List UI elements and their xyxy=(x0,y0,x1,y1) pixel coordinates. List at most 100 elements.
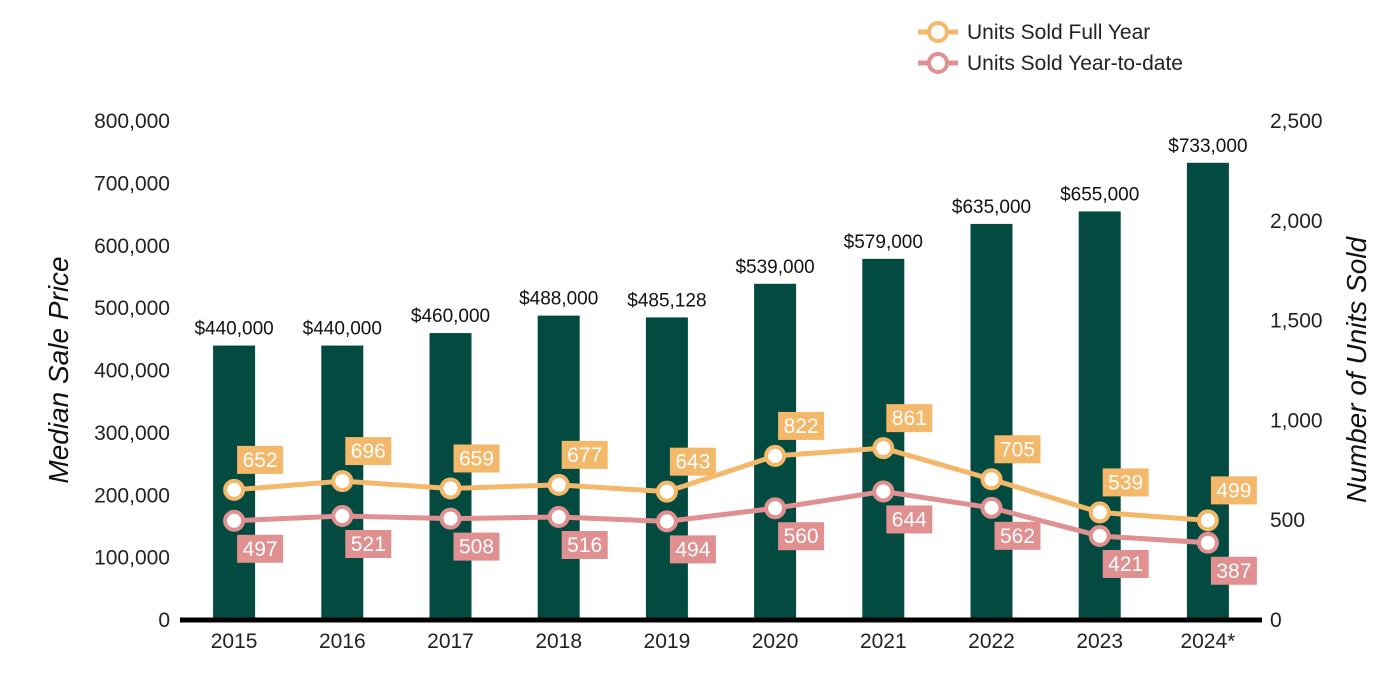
point-value-label: 677 xyxy=(567,444,602,467)
bar xyxy=(970,223,1013,620)
right-axis-title: Number of Units Sold xyxy=(1341,236,1372,504)
right-tick-label: 2,500 xyxy=(1270,110,1323,133)
x-tick-label: 2020 xyxy=(752,630,799,653)
series-line xyxy=(233,445,1209,523)
x-tick-label: 2015 xyxy=(211,630,258,653)
point-label-box xyxy=(669,447,716,476)
right-tick-label: 0 xyxy=(1270,609,1282,632)
left-tick-label: 800,000 xyxy=(94,110,170,133)
series-point xyxy=(1196,531,1219,554)
point-value-label: 516 xyxy=(567,534,602,557)
left-tick-label: 0 xyxy=(158,609,170,632)
x-axis-labels: 2015 2016 2017 2018 2019 2020 2021 2022 2023 2024… xyxy=(211,630,1236,653)
series-point xyxy=(1088,524,1111,547)
series-point xyxy=(980,496,1003,519)
point-label-box xyxy=(886,505,933,534)
point-label-box xyxy=(886,404,933,433)
point-value-label: 494 xyxy=(675,538,710,561)
series-point xyxy=(223,478,246,501)
point-value-label: 387 xyxy=(1216,560,1251,583)
legend-label: Units Sold Year-to-date xyxy=(967,52,1183,75)
point-label-box xyxy=(345,437,392,466)
x-tick-label: 2019 xyxy=(644,630,691,653)
x-tick-label: 2023 xyxy=(1076,630,1123,653)
point-label-box xyxy=(994,521,1041,550)
point-label-box xyxy=(561,531,608,560)
series-line xyxy=(233,488,1209,546)
x-tick-label: 2018 xyxy=(535,630,582,653)
left-tick-label: 200,000 xyxy=(94,484,170,507)
bar-value-label: $655,000 xyxy=(1060,184,1139,205)
point-value-label: 652 xyxy=(243,449,278,472)
point-value-label: 499 xyxy=(1216,479,1251,502)
point-value-label: 497 xyxy=(243,538,278,561)
point-value-label: 861 xyxy=(892,407,927,430)
point-value-label: 562 xyxy=(1000,525,1035,548)
series-point xyxy=(439,477,462,500)
series-point xyxy=(331,505,354,528)
left-tick-label: 600,000 xyxy=(94,235,170,258)
point-label-box xyxy=(778,411,825,440)
bar-value-label: $539,000 xyxy=(735,257,814,278)
point-label-box xyxy=(237,534,284,563)
point-label-box xyxy=(237,445,284,474)
bar-value-label: $460,000 xyxy=(411,306,490,327)
series-point xyxy=(655,480,678,503)
series-point xyxy=(439,507,462,530)
legend-marker xyxy=(927,52,949,74)
right-tick-label: 2,000 xyxy=(1270,210,1323,233)
bar-value-label: $488,000 xyxy=(519,289,598,310)
bar-value-label: $733,000 xyxy=(1168,136,1247,157)
right-tick-label: 1,000 xyxy=(1270,409,1323,432)
left-tick-label: 500,000 xyxy=(94,297,170,320)
series-point xyxy=(872,480,895,503)
series-point xyxy=(547,473,570,496)
point-label-box xyxy=(1102,468,1149,497)
point-value-label: 521 xyxy=(351,533,386,556)
x-tick-label: 2022 xyxy=(968,630,1015,653)
x-tick-label: 2017 xyxy=(427,630,474,653)
bar-value-label: $440,000 xyxy=(303,319,382,340)
bar xyxy=(429,333,472,620)
bar-value-label: $579,000 xyxy=(844,232,923,253)
series-point xyxy=(547,506,570,529)
series-point xyxy=(872,437,895,460)
point-value-label: 508 xyxy=(459,536,494,559)
point-label-box xyxy=(561,440,608,469)
point-label-box xyxy=(345,530,392,559)
legend-marker xyxy=(927,21,949,43)
bar-value-label: $440,000 xyxy=(194,319,273,340)
legend: Units Sold Full Year Units Sold Year-to-d… xyxy=(918,21,1183,75)
legend-label: Units Sold Full Year xyxy=(967,21,1150,44)
point-value-label: 822 xyxy=(784,415,819,438)
x-tick-label: 2021 xyxy=(860,630,907,653)
x-tick-label: 2024* xyxy=(1180,630,1235,653)
right-tick-label: 500 xyxy=(1270,509,1305,532)
series-point xyxy=(764,497,787,520)
bar-value-label: $635,000 xyxy=(952,197,1031,218)
point-value-label: 696 xyxy=(351,440,386,463)
line-series: 652 696 659 677 643 822 861 705 539 499 497 521 508 5… xyxy=(223,404,1257,585)
point-value-label: 705 xyxy=(1000,438,1035,461)
point-value-label: 539 xyxy=(1108,471,1143,494)
point-label-box xyxy=(1210,556,1257,585)
series-point xyxy=(980,468,1003,491)
point-label-box xyxy=(453,532,500,561)
left-axis-title: Median Sale Price xyxy=(43,256,74,483)
series-point xyxy=(764,444,787,467)
point-value-label: 560 xyxy=(784,525,819,548)
x-tick-label: 2016 xyxy=(319,630,366,653)
right-tick-label: 1,500 xyxy=(1270,310,1323,333)
point-label-box xyxy=(1210,476,1257,505)
point-value-label: 644 xyxy=(892,508,927,531)
series-point xyxy=(655,510,678,533)
left-axis-ticks: 0 100,000 200,000 300,000 400,000 500,000 600,… xyxy=(94,110,170,632)
point-label-box xyxy=(453,444,500,473)
left-tick-label: 300,000 xyxy=(94,422,170,445)
left-tick-label: 700,000 xyxy=(94,172,170,195)
point-label-box xyxy=(669,535,716,564)
left-tick-label: 400,000 xyxy=(94,360,170,383)
point-value-label: 421 xyxy=(1108,553,1143,576)
series-point xyxy=(1088,501,1111,524)
